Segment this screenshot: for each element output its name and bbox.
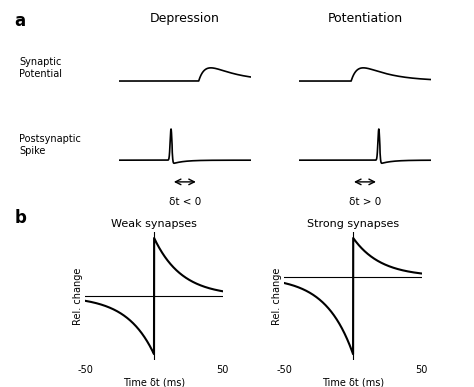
Y-axis label: Rel. change: Rel. change xyxy=(73,267,82,325)
Text: b: b xyxy=(14,209,26,227)
Text: Depression: Depression xyxy=(150,12,220,25)
Title: Weak synapses: Weak synapses xyxy=(111,219,197,229)
Text: δt < 0: δt < 0 xyxy=(169,197,201,207)
X-axis label: Time δt (ms): Time δt (ms) xyxy=(123,378,185,387)
Title: Strong synapses: Strong synapses xyxy=(307,219,399,229)
Text: Postsynaptic
Spike: Postsynaptic Spike xyxy=(19,134,81,156)
Text: Potentiation: Potentiation xyxy=(328,12,402,25)
Text: Synaptic
Potential: Synaptic Potential xyxy=(19,57,62,79)
Text: δt > 0: δt > 0 xyxy=(349,197,381,207)
Y-axis label: Rel. change: Rel. change xyxy=(272,267,282,325)
X-axis label: Time δt (ms): Time δt (ms) xyxy=(322,378,384,387)
Text: a: a xyxy=(14,12,25,30)
